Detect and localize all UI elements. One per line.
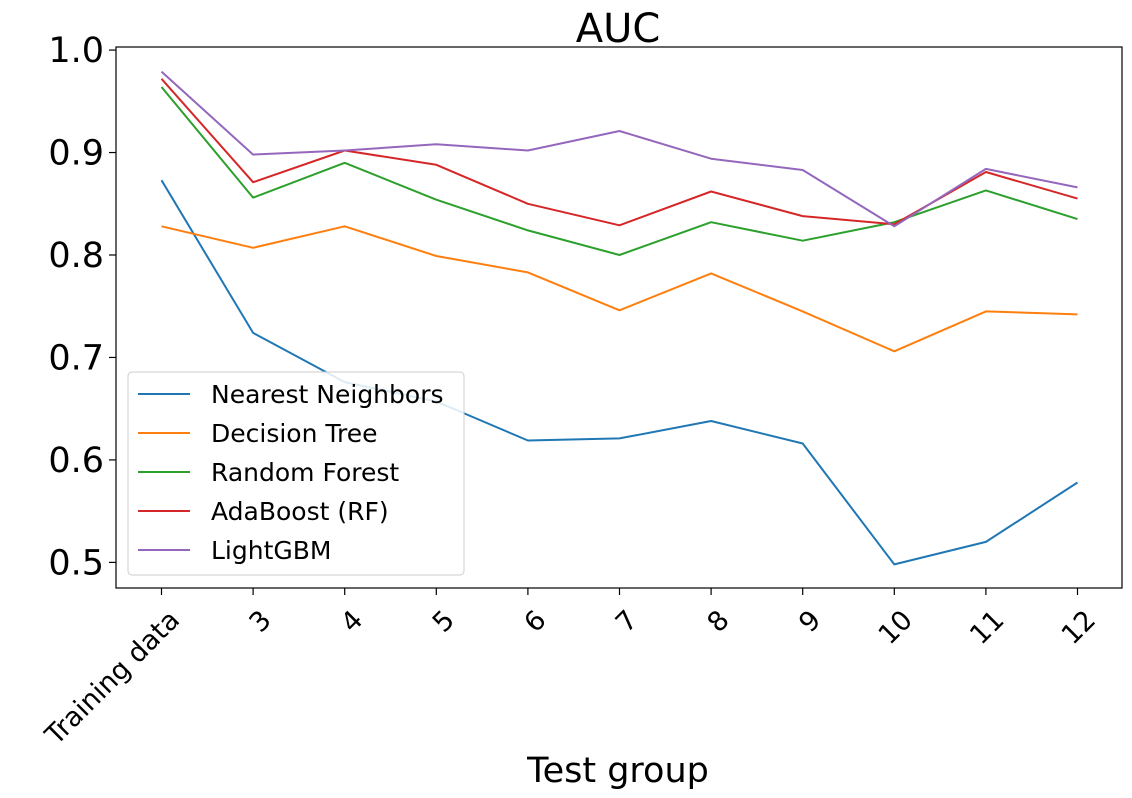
x-tick-label: 9 bbox=[793, 605, 827, 639]
legend-label: LightGBM bbox=[211, 536, 331, 565]
y-tick-label: 0.5 bbox=[48, 543, 104, 583]
series-line-lightgbm bbox=[160, 70, 1078, 228]
x-tick-label: 8 bbox=[702, 605, 736, 639]
x-tick-label: Training data bbox=[39, 605, 186, 752]
legend-label: Nearest Neighbors bbox=[211, 380, 444, 409]
x-tick-label: 6 bbox=[518, 605, 552, 639]
legend-label: Random Forest bbox=[211, 458, 399, 487]
x-tick-label: 7 bbox=[610, 605, 644, 639]
series-line-nearest-neighbors bbox=[160, 179, 1079, 566]
y-axis: 0.5 0.6 0.7 0.8 0.9 1.0 bbox=[48, 31, 116, 583]
chart-title: AUC bbox=[576, 6, 661, 52]
y-tick-label: 0.8 bbox=[48, 236, 104, 276]
x-axis-label: Test group bbox=[526, 751, 709, 791]
legend-box bbox=[127, 371, 465, 576]
y-tick-label: 0.7 bbox=[48, 338, 104, 378]
x-tick-label: 4 bbox=[335, 605, 369, 639]
y-tick-label: 1.0 bbox=[48, 31, 104, 71]
series-lines bbox=[160, 70, 1079, 566]
x-tick-label: 5 bbox=[427, 605, 461, 639]
legend-label: AdaBoost (RF) bbox=[211, 497, 389, 526]
legend-label: Decision Tree bbox=[211, 419, 377, 448]
series-line-decision-tree bbox=[161, 225, 1078, 353]
x-tick-label: 11 bbox=[964, 605, 1010, 651]
series-line-random-forest bbox=[160, 86, 1078, 256]
x-tick-label: 3 bbox=[244, 605, 278, 639]
x-tick-label: 12 bbox=[1056, 605, 1102, 651]
legend: Nearest Neighbors Decision Tree Random For… bbox=[127, 371, 465, 576]
y-tick-label: 0.6 bbox=[48, 441, 104, 481]
x-tick-label: 10 bbox=[873, 605, 919, 651]
y-tick-label: 0.9 bbox=[48, 134, 104, 174]
x-axis: Training data 3 4 5 6 7 8 9 10 11 12 bbox=[39, 588, 1102, 752]
